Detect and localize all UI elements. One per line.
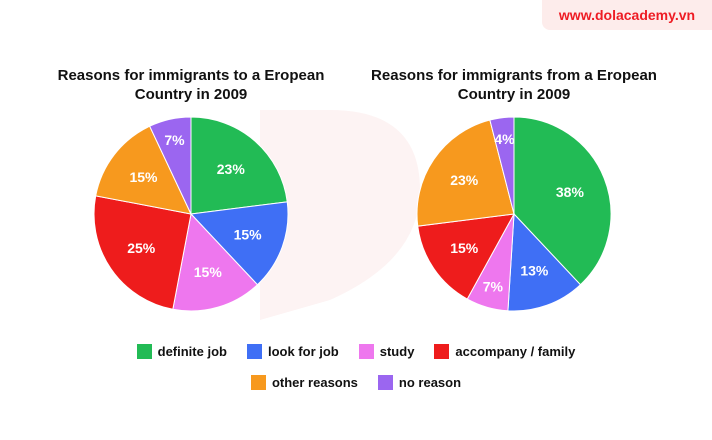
pie-slice-accompany-family: [93, 195, 192, 310]
pie-slice-definite-job: [513, 116, 612, 286]
legend-swatch: [358, 344, 374, 359]
pie-label: 23%: [217, 161, 246, 177]
pie-slice-look-for-job: [507, 212, 582, 312]
legend-item: definite job: [136, 344, 227, 359]
pie-label: 23%: [450, 172, 479, 188]
pie-slice-study: [172, 212, 259, 312]
chart-title-right: Reasons for immigrants from a Eropean Co…: [371, 67, 657, 103]
legend-swatch: [434, 344, 450, 359]
pie-slice-look-for-job: [189, 201, 289, 286]
pie-slice-other-reasons: [416, 119, 515, 227]
brand-link[interactable]: www.dolacademy.vn: [542, 0, 712, 30]
legend-item: accompany / family: [434, 344, 575, 359]
pie-label: 7%: [164, 132, 185, 148]
legend-swatch: [377, 375, 393, 390]
legend-item: no reason: [377, 375, 462, 390]
pie-label: 13%: [520, 263, 549, 279]
legend-label: definite job: [157, 344, 227, 359]
legend-swatch: [250, 375, 266, 390]
pie-slice-other-reasons: [95, 125, 192, 215]
pie-slice-no-reason: [149, 116, 192, 215]
pie-label: 15%: [129, 169, 158, 185]
legend-label: no reason: [398, 375, 462, 390]
watermark-logo: [260, 110, 420, 320]
legend-row-2: other reasons no reason: [0, 375, 712, 390]
legend-swatch: [136, 344, 152, 359]
pie-label: 38%: [556, 184, 585, 200]
legend-label: other reasons: [271, 375, 358, 390]
pie-label: 25%: [127, 240, 156, 256]
legend-label: look for job: [267, 344, 339, 359]
legend-item: study: [358, 344, 415, 359]
pie-right: 38% 13% 7% 15% 23% 4%: [416, 116, 612, 312]
pie-slice-no-reason: [489, 116, 515, 215]
legend-label: study: [379, 344, 415, 359]
pie-label: 15%: [450, 240, 479, 256]
legend-swatch: [246, 344, 262, 359]
pie-slice-accompany-family: [417, 213, 515, 300]
pie-label: 4%: [494, 131, 515, 147]
pie-label: 15%: [194, 264, 223, 280]
legend-item: look for job: [246, 344, 339, 359]
chart-title-left: Reasons for immigrants to a Eropean Coun…: [57, 67, 325, 103]
legend-label: accompany / family: [455, 344, 576, 359]
pie-label: 15%: [234, 226, 263, 242]
legend-item: other reasons: [250, 375, 358, 390]
pie-slice-definite-job: [190, 116, 288, 215]
pie-label: 7%: [483, 279, 504, 295]
pie-left: 23% 15% 15% 25% 15% 7%: [93, 116, 289, 312]
legend-row-1: definite job look for job study accompany /…: [0, 344, 712, 359]
